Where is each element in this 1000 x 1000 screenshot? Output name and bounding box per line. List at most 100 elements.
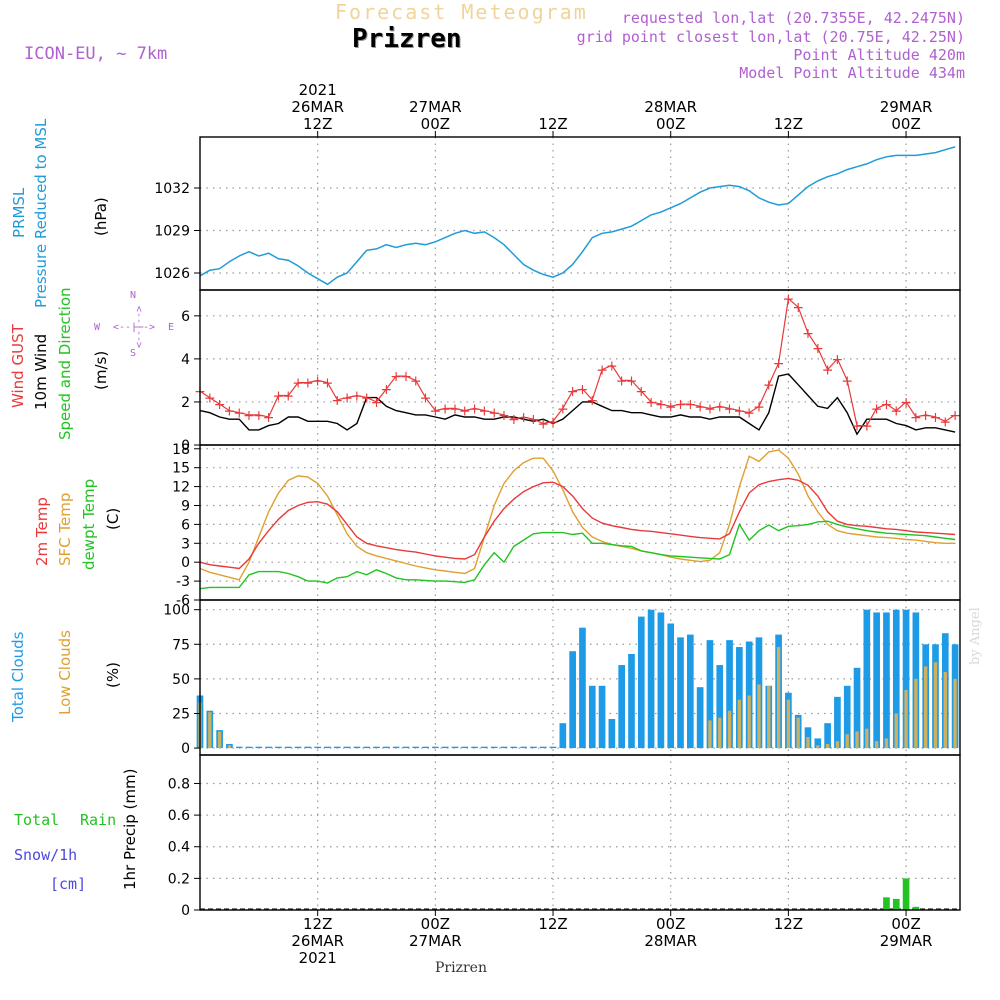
point-altitude: Point Altitude 420m bbox=[793, 46, 965, 64]
bottom-time-label: 00Z bbox=[421, 915, 450, 933]
total-cloud-label: Total Clouds bbox=[9, 631, 27, 723]
total-cloud-bar bbox=[559, 723, 567, 749]
gust-marker: + bbox=[508, 412, 520, 428]
model-altitude: Model Point Altitude 434m bbox=[739, 64, 965, 82]
total-cloud-bar bbox=[873, 612, 880, 749]
low-cloud-bar bbox=[767, 685, 771, 749]
t2m-label: 2m Temp bbox=[33, 497, 51, 566]
total-cloud-bar bbox=[235, 746, 243, 749]
total-cloud-bar bbox=[588, 685, 596, 749]
pressure-line bbox=[199, 146, 956, 286]
bottom-time-label: 27MAR bbox=[409, 932, 462, 950]
gust-marker: + bbox=[606, 358, 618, 374]
temperature-ytick-label: 9 bbox=[181, 498, 190, 514]
gust-marker: + bbox=[331, 393, 343, 409]
compass-north: N bbox=[130, 290, 136, 301]
temperature-ytick-label: 15 bbox=[172, 461, 190, 477]
total-cloud-bar bbox=[422, 746, 429, 749]
gust-marker: + bbox=[910, 410, 922, 426]
gust-marker: + bbox=[802, 326, 814, 342]
total-cloud-bar bbox=[902, 609, 910, 749]
total-cloud-bar bbox=[834, 696, 841, 749]
low-cloud-bar bbox=[865, 728, 869, 749]
low-cloud-bar bbox=[727, 710, 732, 749]
low-cloud-bar bbox=[924, 666, 928, 749]
clouds-ytick-label: 75 bbox=[172, 637, 190, 653]
clouds-ytick-label: 0 bbox=[181, 741, 190, 757]
gust-marker: + bbox=[557, 401, 569, 417]
gust-marker: + bbox=[616, 373, 628, 389]
bottom-time-label: 12Z bbox=[538, 915, 567, 933]
gust-marker: + bbox=[528, 412, 540, 428]
gust-marker: + bbox=[361, 391, 373, 407]
snow-label-2: [cm] bbox=[50, 875, 86, 893]
total-cloud-bar bbox=[275, 746, 282, 749]
gust-marker: + bbox=[881, 397, 893, 413]
gust-marker: + bbox=[567, 384, 579, 400]
low-cloud-bar bbox=[718, 717, 722, 749]
wind-ytick-label: 4 bbox=[181, 352, 190, 368]
bottom-time-label: 28MAR bbox=[644, 932, 697, 950]
wind10-label: 10m Wind bbox=[32, 334, 50, 410]
total-cloud-bar bbox=[294, 746, 302, 749]
total-cloud-bar bbox=[265, 746, 272, 749]
gust-marker: + bbox=[861, 419, 873, 435]
pressure-ytick-label: 1032 bbox=[154, 181, 190, 197]
gust-marker: + bbox=[743, 406, 755, 422]
temperature-ytick-label: 6 bbox=[181, 517, 190, 533]
gust-marker: + bbox=[390, 369, 402, 385]
total-cloud-bar bbox=[628, 653, 635, 749]
low-cloud-bar bbox=[757, 684, 761, 749]
temperature-ytick-label: 3 bbox=[181, 536, 190, 552]
pressure-ytick-label: 1029 bbox=[154, 224, 190, 240]
gust-marker: + bbox=[479, 404, 491, 420]
gust-marker: + bbox=[253, 408, 265, 424]
gust-marker: + bbox=[812, 341, 824, 357]
total-cloud-bar bbox=[686, 634, 694, 749]
gust-marker: + bbox=[400, 369, 412, 385]
low-cloud-bar bbox=[737, 699, 742, 749]
total-cloud-bar bbox=[343, 746, 351, 749]
gust-marker: + bbox=[783, 292, 795, 308]
temperature-ytick-label: -3 bbox=[176, 574, 190, 590]
total-cloud-bar bbox=[510, 746, 518, 749]
gust-marker: + bbox=[675, 397, 687, 413]
precip-ytick-label: 0.4 bbox=[168, 840, 190, 856]
total-cloud-bar bbox=[432, 746, 439, 749]
gust-marker: + bbox=[273, 388, 285, 404]
pressure-ytick-label: 1026 bbox=[154, 266, 190, 282]
total-cloud-bar bbox=[716, 665, 724, 749]
precip-ytick-label: 0.2 bbox=[168, 871, 190, 887]
low-cloud-bar bbox=[855, 731, 859, 749]
total-cloud-bar bbox=[333, 746, 341, 749]
top-time-label: 00Z bbox=[656, 115, 685, 133]
rain-bar bbox=[892, 898, 900, 910]
low-cloud-bar bbox=[904, 689, 908, 749]
compass-south: S bbox=[130, 348, 136, 359]
footer-place: Prizren bbox=[435, 960, 487, 976]
total-cloud-bar bbox=[579, 627, 586, 749]
precip-ytick-label: 0 bbox=[181, 903, 190, 919]
direction-label: Speed and Direction bbox=[56, 287, 74, 440]
gridpoint-coords: grid point closest lon,lat (20.75E, 42.2… bbox=[576, 28, 965, 46]
clouds-ytick-label: 100 bbox=[163, 603, 190, 619]
gust-marker: + bbox=[518, 410, 530, 426]
gust-marker: + bbox=[733, 404, 745, 420]
total-cloud-bar bbox=[284, 746, 292, 749]
gust-marker: + bbox=[292, 376, 304, 392]
low-cloud-label: Low Clouds bbox=[56, 630, 74, 715]
low-cloud-bar bbox=[825, 743, 830, 749]
dew-label: dewpt Temp bbox=[80, 479, 98, 570]
gust-marker: + bbox=[939, 414, 951, 430]
total-cloud-bar bbox=[304, 746, 312, 749]
total-cloud-bar bbox=[402, 746, 410, 749]
compass-vertical: <--|--> bbox=[133, 306, 144, 348]
gust-marker: + bbox=[596, 363, 608, 379]
sfc-temp-line bbox=[199, 449, 956, 581]
top-time-label: 26MAR bbox=[291, 98, 344, 116]
low-cloud-bar bbox=[227, 745, 232, 749]
gust-label: Wind GUST bbox=[9, 323, 27, 408]
gust-marker: + bbox=[537, 416, 549, 432]
bottom-time-label: 2021 bbox=[299, 949, 337, 967]
